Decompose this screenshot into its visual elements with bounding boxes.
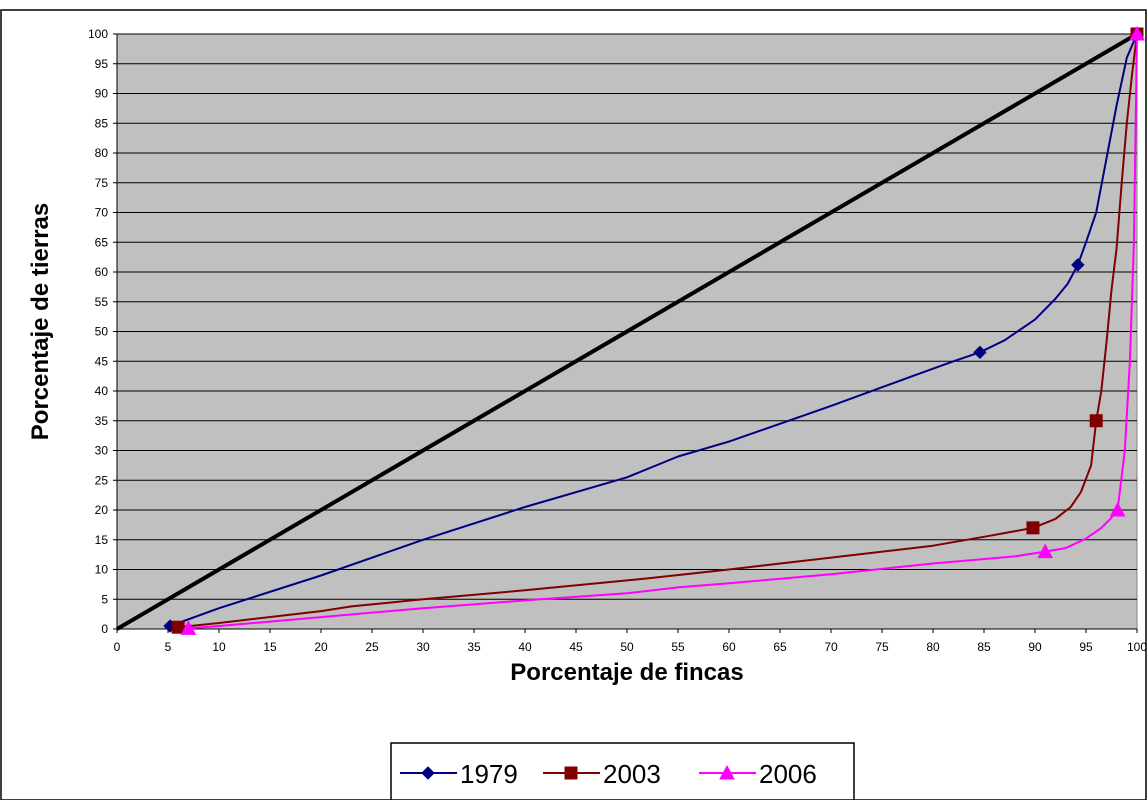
x-tick-label: 30 (416, 640, 430, 654)
legend-marker-2006 (719, 764, 735, 780)
x-tick-label: 35 (467, 640, 481, 654)
x-tick-label: 5 (165, 640, 172, 654)
x-tick-label: 20 (314, 640, 328, 654)
legend-item-1979: 1979 (400, 759, 518, 789)
x-axis-title: Porcentaje de fincas (510, 659, 743, 686)
series-layer (115, 25, 1145, 635)
y-tick-label: 45 (95, 354, 109, 368)
x-tick-label: 100 (1127, 640, 1147, 654)
data-point-2006 (1037, 543, 1054, 559)
x-tick-label: 40 (518, 640, 532, 654)
x-tick-label: 25 (365, 640, 379, 654)
x-tick-label: 10 (212, 640, 226, 654)
tick-labels: 0510152025303540455055606570758085909510… (88, 27, 1147, 654)
y-tick-label: 85 (95, 116, 109, 130)
x-tick-label: 95 (1079, 640, 1093, 654)
data-point-2003 (1026, 521, 1040, 535)
x-tick-label: 15 (263, 640, 277, 654)
data-point-1979 (1071, 258, 1085, 272)
series-line-2006 (188, 33, 1138, 630)
data-point-2006 (180, 620, 197, 635)
x-tick-label: 60 (722, 640, 736, 654)
x-tick-label: 55 (671, 640, 685, 654)
x-tick-label: 0 (114, 640, 121, 654)
series-2006 (180, 25, 1145, 635)
data-point-2006 (1129, 25, 1145, 41)
data-point-1979 (973, 345, 987, 360)
legend-item-2006: 2006 (699, 759, 817, 789)
legend-marker-1979 (421, 766, 435, 780)
y-tick-label: 10 (95, 563, 109, 577)
y-tick-label: 65 (95, 235, 109, 249)
y-tick-label: 55 (95, 295, 109, 309)
data-point-2003 (1089, 414, 1103, 428)
series-line-2003 (178, 33, 1138, 629)
data-point-2006 (1109, 501, 1126, 517)
legend-label-2006: 2006 (759, 759, 817, 789)
legend-label-2003: 2003 (603, 759, 661, 789)
x-tick-label: 65 (773, 640, 787, 654)
y-tick-label: 75 (95, 176, 109, 190)
x-tick-label: 45 (569, 640, 583, 654)
y-tick-label: 30 (95, 444, 109, 458)
y-tick-label: 20 (95, 503, 109, 517)
legend-item-2003: 2003 (543, 759, 661, 789)
equality-line (115, 32, 1139, 631)
axes (113, 33, 1138, 633)
x-tick-label: 80 (926, 640, 940, 654)
y-tick-label: 25 (95, 473, 109, 487)
y-tick-label: 60 (95, 265, 109, 279)
y-tick-label: 5 (101, 592, 108, 606)
x-tick-label: 50 (620, 640, 634, 654)
legend-box (390, 742, 855, 800)
legend: 1979 2003 2006 (390, 742, 855, 800)
y-tick-label: 50 (95, 325, 109, 339)
y-tick-label: 100 (88, 27, 108, 41)
y-tick-label: 40 (95, 384, 109, 398)
y-tick-label: 15 (95, 533, 109, 547)
y-tick-label: 70 (95, 206, 109, 220)
y-axis-title: Porcentaje de tierras (27, 203, 54, 440)
legend-marker-2003 (564, 766, 578, 780)
x-tick-label: 85 (977, 640, 991, 654)
y-tick-label: 0 (101, 622, 108, 636)
data-point-2003 (171, 620, 185, 634)
y-tick-label: 95 (95, 57, 109, 71)
legend-label-1979: 1979 (460, 759, 518, 789)
y-tick-label: 35 (95, 414, 109, 428)
x-tick-label: 70 (824, 640, 838, 654)
x-tick-label: 90 (1028, 640, 1042, 654)
y-tick-label: 80 (95, 146, 109, 160)
x-tick-label: 75 (875, 640, 889, 654)
y-tick-label: 90 (95, 87, 109, 101)
